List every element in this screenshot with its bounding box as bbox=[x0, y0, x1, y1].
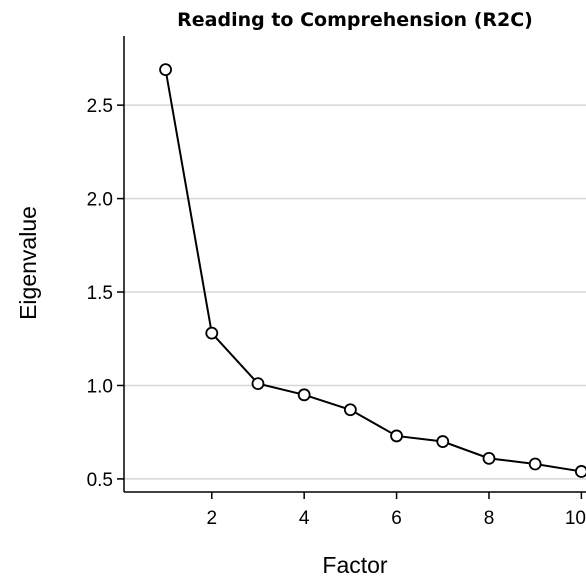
data-point-factor-8 bbox=[482, 451, 496, 465]
y-tick-label: 2.0 bbox=[87, 190, 113, 211]
data-point-factor-3 bbox=[251, 377, 265, 391]
data-point-factor-1 bbox=[159, 63, 172, 77]
y-tick-label: 1.5 bbox=[87, 283, 113, 304]
tick-labels: 0.5 1.0 1.5 2.0 2.5 2 4 6 8 10 bbox=[87, 96, 586, 529]
data-point-factor-9 bbox=[528, 457, 542, 471]
grid-lines bbox=[124, 104, 586, 480]
data-point-factor-4 bbox=[297, 388, 311, 402]
x-tick-label: 4 bbox=[299, 508, 310, 529]
data-point-factor-5 bbox=[343, 403, 357, 417]
x-axis-label: Factor bbox=[322, 552, 388, 578]
x-tick-label: 6 bbox=[391, 508, 402, 529]
y-tick-label: 2.5 bbox=[87, 96, 113, 117]
data-point-factor-2 bbox=[205, 326, 219, 340]
x-tick-label: 10 bbox=[565, 508, 586, 529]
chart-title: Reading to Comprehension (R2C) bbox=[177, 9, 533, 31]
data-series bbox=[159, 63, 586, 478]
y-axis-label: Eigenvalue bbox=[15, 206, 41, 320]
data-point-factor-6 bbox=[390, 429, 403, 443]
axes bbox=[117, 36, 586, 499]
series-line bbox=[164, 69, 582, 473]
y-tick-label: 1.0 bbox=[87, 376, 113, 397]
data-point-factor-10 bbox=[574, 465, 586, 478]
data-point-factor-7 bbox=[436, 435, 450, 448]
y-tick-label: 0.5 bbox=[87, 470, 113, 491]
x-tick-label: 8 bbox=[484, 508, 495, 529]
x-tick-label: 2 bbox=[206, 508, 217, 529]
